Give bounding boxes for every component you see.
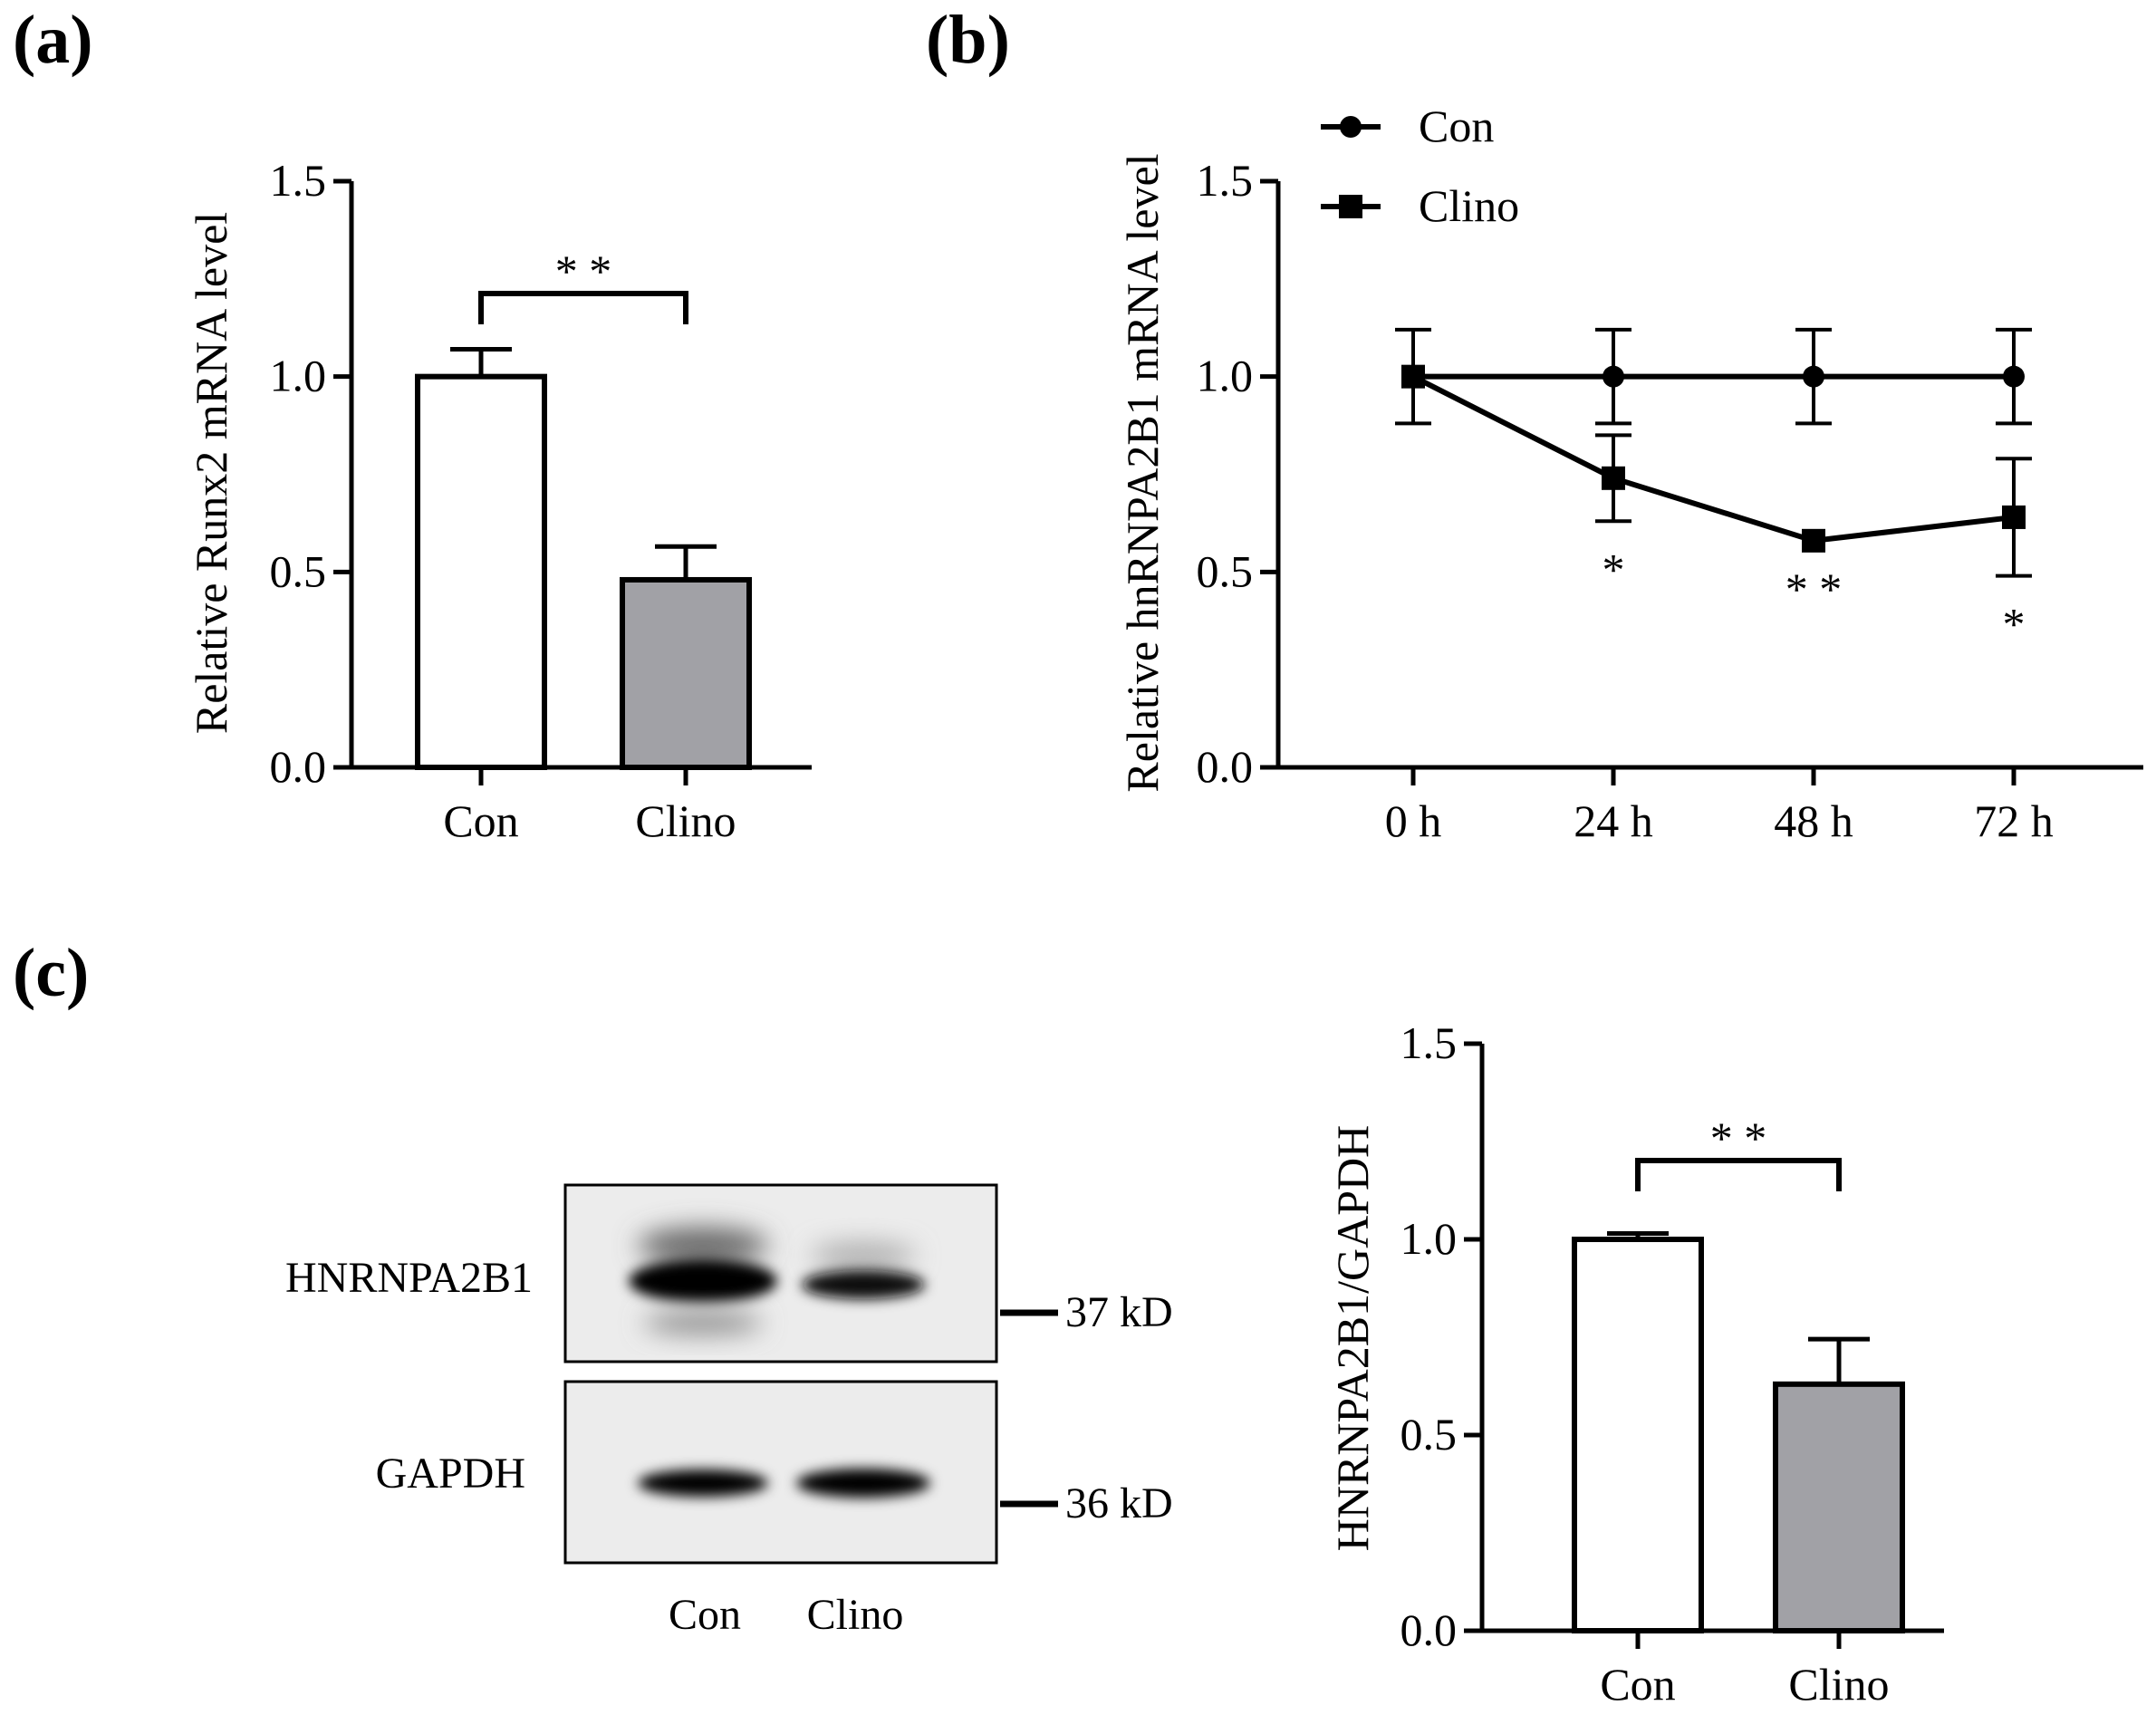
blot-bands-gapdh (638, 1469, 930, 1498)
chart-c-ytick-label: 0.0 (1400, 1604, 1458, 1655)
band-gapdh-clino (796, 1469, 930, 1498)
chart-b-ylabel: Relative hnRNPA2B1 mRNA level (1117, 153, 1168, 792)
chart-a-ytick-label: 0.0 (270, 741, 327, 792)
chart-a-significance-bracket (478, 291, 688, 324)
chart-a-xtick-label: Con (443, 795, 518, 846)
chart-c-xtick-label: Clino (1788, 1659, 1889, 1710)
chart-c-bar-con (1572, 1237, 1704, 1633)
chart-c-ylabel: HNRNPA2B1/GAPDH (1327, 1125, 1378, 1551)
chart-b-point-clino (1602, 466, 1625, 490)
band-hnrnpa2b1-con (629, 1259, 777, 1303)
chart-b-significance-label: * (1603, 544, 1625, 594)
chart-b: 0.0 0.5 1.0 1.5 Relative hnRNPA2B1 mRNA leve… (1117, 101, 2143, 846)
chart-b-legend-label-con: Con (1419, 101, 1494, 151)
chart-b-point-con (2003, 365, 2025, 388)
blot-lane-con: Con (669, 1591, 741, 1639)
chart-a: 0.0 0.5 1.0 1.5 Relative Runx2 mRNA level Con… (186, 155, 812, 846)
chart-a-significance-label: * * (555, 246, 612, 296)
panel-label-b: (b) (926, 2, 1010, 78)
chart-c-ytick-label: 0.5 (1400, 1409, 1458, 1460)
band-tail-con (643, 1312, 763, 1334)
panel-label-c: (c) (13, 935, 90, 1011)
chart-a-ytick-label: 0.5 (270, 545, 327, 596)
chart-b-xtick-label: 72 h (1974, 795, 2054, 846)
chart-b-ytick-label: 0.0 (1197, 741, 1254, 792)
chart-b-point-clino (1802, 528, 1825, 553)
band-hnrnpa2b1-clino (802, 1270, 925, 1299)
marker-label-36kd: 36 kD (1065, 1479, 1173, 1527)
chart-a-bar-con (415, 373, 547, 770)
chart-a-ylabel: Relative Runx2 mRNA level (186, 212, 236, 734)
blot-label-gapdh: GAPDH (376, 1450, 525, 1498)
chart-c-xtick-label: Con (1600, 1659, 1675, 1710)
chart-b-ytick-label: 1.0 (1197, 351, 1254, 401)
chart-a-ytick-label: 1.5 (270, 155, 327, 206)
chart-a-bar-clino (620, 576, 752, 771)
chart-b-significance-label: * (2003, 599, 2026, 650)
chart-b-point-con (1603, 365, 1624, 388)
blot-lane-clino: Clino (807, 1591, 904, 1639)
band-halo-clino (811, 1243, 916, 1268)
chart-b-point-con (1803, 365, 1824, 388)
chart-b-legend-marker-con (1340, 116, 1362, 138)
chart-a-ytick-label: 1.0 (270, 351, 327, 401)
chart-c: 0.0 0.5 1.0 1.5 HNRNPA2B1/GAPDH Con Clino * * (1327, 1017, 1944, 1710)
chart-b-legend-label-clino: Clino (1419, 180, 1519, 231)
chart-b-xtick-label: 48 h (1774, 795, 1853, 846)
chart-a-xtick-label: Clino (635, 795, 736, 846)
chart-b-significance-label: * * (1785, 564, 1843, 614)
chart-b-line-clino (1411, 373, 2015, 544)
chart-c-significance-bracket (1635, 1158, 1842, 1191)
blot-label-hnrnpa2b1: HNRNPA2B1 (285, 1254, 533, 1302)
marker-label-37kd: 37 kD (1065, 1288, 1173, 1336)
band-halo-con (638, 1228, 768, 1264)
chart-c-ytick-label: 1.5 (1400, 1017, 1458, 1068)
chart-c-significance-label: * * (1710, 1113, 1767, 1163)
chart-b-legend-marker-clino (1339, 195, 1362, 218)
blot-box-gapdh (563, 1380, 998, 1565)
western-blot: HNRNPA2B1 GAPDH 37 kD 36 kD Con Clino (285, 1183, 1173, 1639)
chart-b-xtick-label: 0 h (1385, 795, 1442, 846)
blot-bands-hnrnpa2b1 (629, 1228, 925, 1334)
chart-c-ytick-label: 1.0 (1400, 1213, 1458, 1264)
chart-c-bar-clino (1773, 1381, 1905, 1633)
chart-b-xtick-label: 24 h (1574, 795, 1653, 846)
chart-b-point-clino (2002, 505, 2026, 529)
chart-b-point-clino (1401, 364, 1425, 389)
chart-b-ytick-label: 1.5 (1197, 155, 1254, 206)
panel-label-a: (a) (13, 2, 93, 78)
chart-b-ytick-label: 0.5 (1197, 545, 1254, 596)
blot-box-hnrnpa2b1 (563, 1183, 998, 1363)
band-gapdh-con (638, 1469, 768, 1497)
